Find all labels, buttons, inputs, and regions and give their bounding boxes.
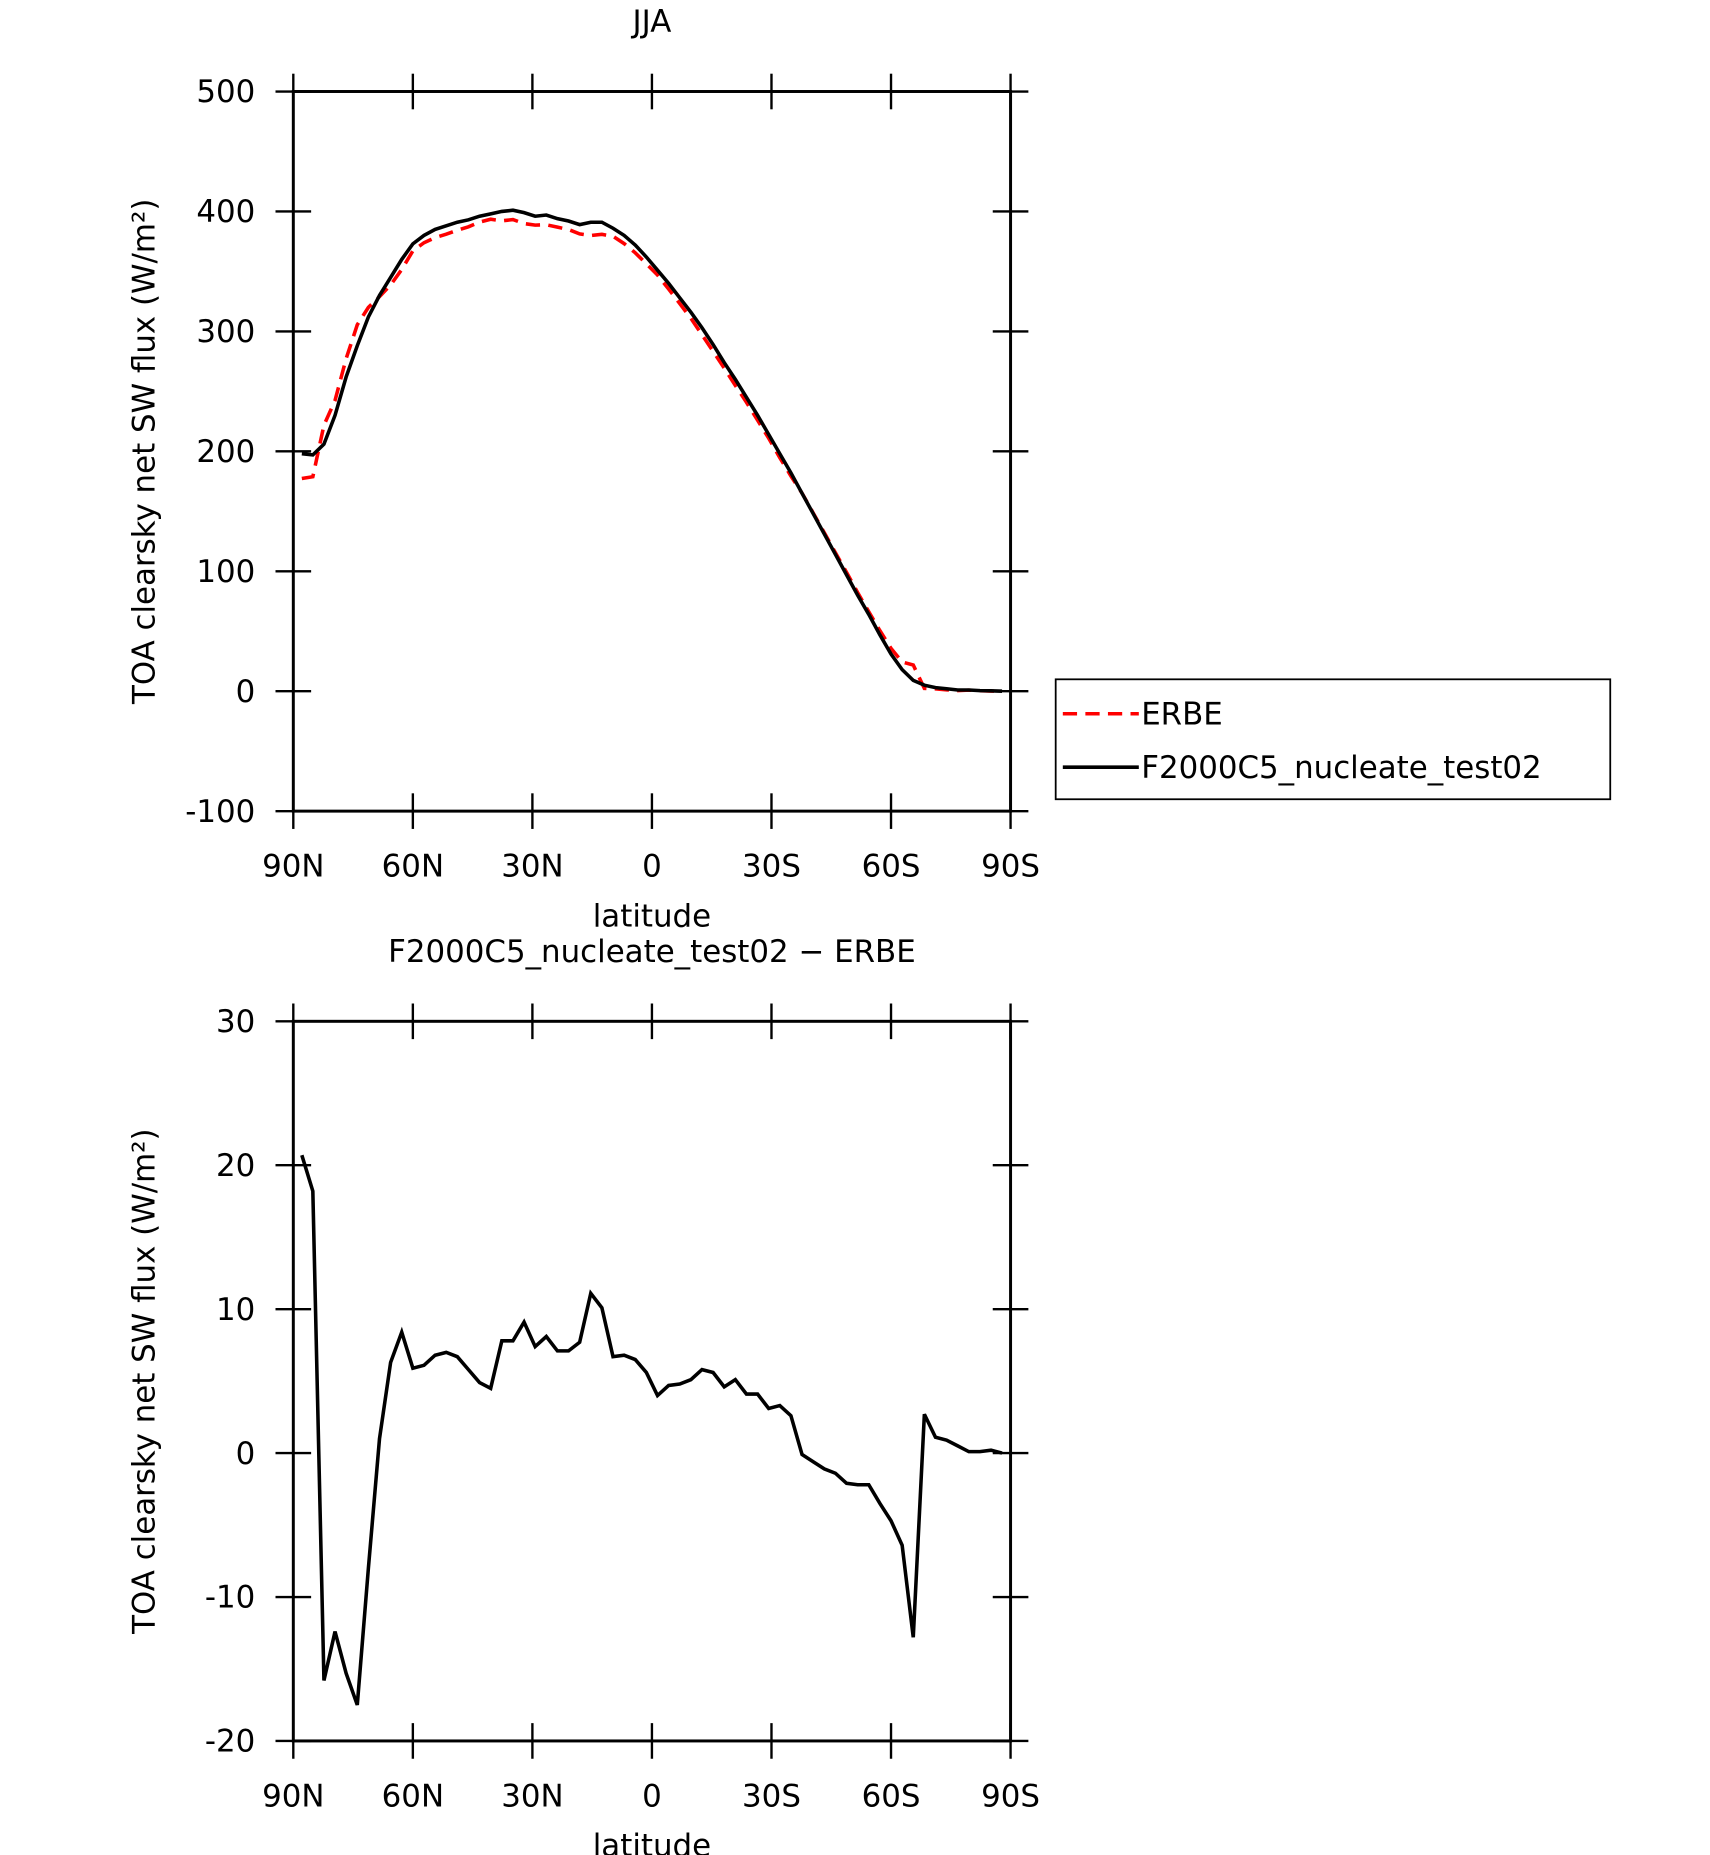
x-tick-label: 90N (262, 848, 324, 884)
plot-frame (291, 90, 1013, 813)
chart-title: F2000C5_nucleate_test02 − ERBE (388, 934, 916, 970)
plot-frame (291, 1019, 1013, 1743)
x-axis-label: latitude (593, 898, 711, 934)
x-tick-label: 90S (981, 1778, 1040, 1814)
y-axis-label: TOA clearsky net SW flux (W/m²) (126, 1128, 162, 1634)
x-tick-label: 60S (862, 1778, 921, 1814)
data-line (300, 1154, 1003, 1706)
data-line (301, 208, 1003, 693)
legend-label: F2000C5_nucleate_test02 (1141, 750, 1542, 786)
x-tick-label: 30S (742, 1778, 801, 1814)
y-tick-label: 300 (196, 314, 255, 350)
y-tick-label: 10 (216, 1292, 255, 1328)
y-tick-label: 200 (196, 434, 255, 470)
x-tick-label: 90S (981, 848, 1040, 884)
x-tick-label: 30N (501, 1778, 563, 1814)
legend-box (1054, 678, 1612, 801)
y-tick-label: 100 (196, 554, 255, 590)
x-tick-label: 90N (262, 1778, 324, 1814)
x-tick-label: 0 (642, 1778, 662, 1814)
x-tick-label: 60S (862, 848, 921, 884)
legend-label: ERBE (1141, 696, 1223, 732)
x-tick-label: 30N (501, 848, 563, 884)
y-tick-label: 30 (216, 1004, 255, 1040)
y-tick-label: 0 (236, 674, 256, 710)
y-tick-label: 400 (196, 194, 255, 230)
y-axis-label: TOA clearsky net SW flux (W/m²) (126, 199, 162, 705)
y-tick-label: -20 (205, 1724, 255, 1760)
y-tick-label: -10 (205, 1580, 255, 1616)
y-tick-label: 500 (196, 74, 255, 110)
y-tick-label: -100 (185, 794, 255, 830)
chart-title: JJA (631, 4, 672, 40)
x-tick-label: 30S (742, 848, 801, 884)
x-tick-label: 60N (382, 1778, 444, 1814)
x-tick-label: 60N (382, 848, 444, 884)
y-tick-label: 20 (216, 1148, 255, 1184)
data-line (301, 217, 1003, 693)
y-tick-label: 0 (236, 1436, 256, 1472)
x-tick-label: 0 (642, 848, 662, 884)
x-axis-label: latitude (593, 1828, 711, 1855)
